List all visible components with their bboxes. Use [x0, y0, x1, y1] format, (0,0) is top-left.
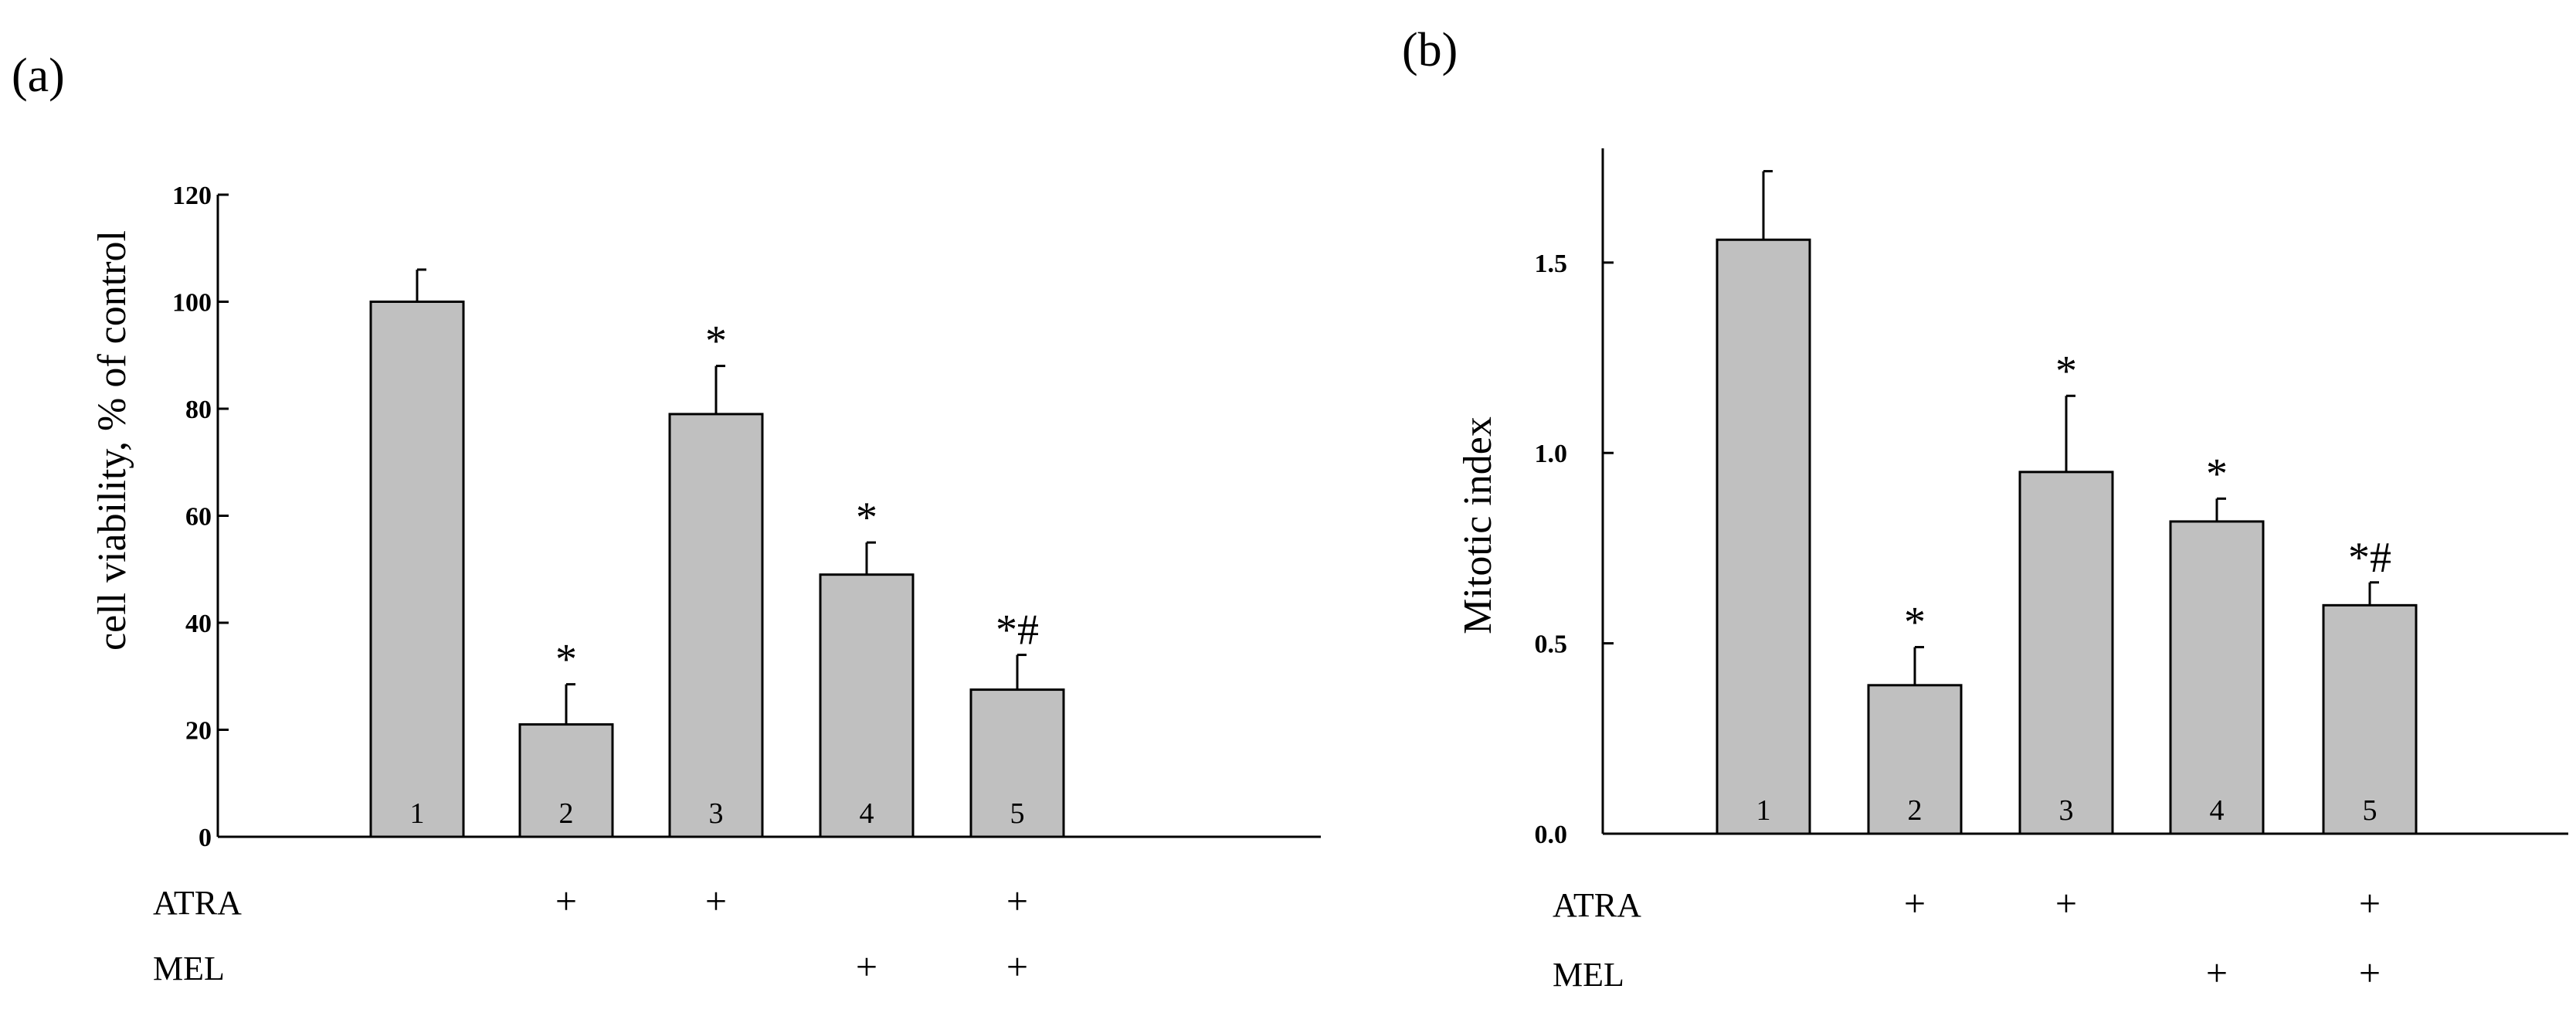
panel-a-bar-label-5: 5 [1010, 797, 1025, 830]
panel-a-y-tick-label: 80 [185, 396, 212, 424]
panel-a-bar-label-4: 4 [860, 797, 874, 830]
panel-a-plot: 0 20 40 60 80 100 120 1 2 * 3 * 4 * 5 *# ATRA + + + MEL + + [153, 182, 1321, 988]
panel-b-significance-5: *# [2348, 534, 2391, 582]
panel-b-label: (b) [1402, 24, 1458, 76]
panel-b: (b) Mitotic index 0.0 0.5 1.0 1.5 1 2 * 3 * 4 * 5 *#… [1402, 24, 2568, 994]
panel-a-bar-3 [668, 413, 764, 838]
panel-b-bar-4 [2169, 520, 2265, 835]
panel-b-bar-label-1: 1 [1756, 794, 1771, 827]
panel-a-significance-5: *# [996, 607, 1039, 654]
panel-a-treatment-mark-atra-5: + [1006, 879, 1028, 923]
panel-b-bar-label-5: 5 [2363, 794, 2377, 827]
panel-b-treatment-mark-atra-5: + [2359, 882, 2381, 925]
panel-b-y-tick-label: 1.0 [1535, 440, 1568, 468]
panel-b-bar-1 [1716, 238, 1811, 835]
panel-a-treatment-mark-atra-2: + [555, 879, 577, 923]
panel-a-y-axis-label: cell viability, % of control [90, 230, 134, 651]
panel-b-treatment-mark-mel-4: + [2206, 951, 2228, 994]
panel-b-bar-2 [1867, 684, 1963, 835]
panel-b-treatment-label-atra: ATRA [1553, 886, 1641, 924]
panel-a-treatment-label-atra: ATRA [153, 884, 242, 922]
panel-b-bar-5 [2322, 603, 2418, 835]
panel-a-treatment-mark-atra-3: + [705, 879, 727, 923]
panel-a: (a) cell viability, % of control 0 20 40 60… [12, 49, 1321, 988]
panel-a-bar-5 [969, 688, 1065, 838]
panel-b-bar-label-2: 2 [1908, 794, 1923, 827]
panel-b-bar-3 [2018, 471, 2114, 835]
panel-b-y-tick-label: 0.0 [1535, 821, 1568, 849]
panel-a-bar-4 [819, 573, 915, 838]
panel-b-plot: 0.0 0.5 1.0 1.5 1 2 * 3 * 4 * 5 *# ATRA + + + MEL + + [1535, 148, 2568, 994]
panel-a-treatment-mark-mel-4: + [856, 945, 877, 988]
panel-a-y-tick-label: 60 [185, 503, 212, 532]
panel-a-significance-3: * [705, 318, 727, 365]
panel-a-bar-1 [369, 301, 465, 838]
panel-a-y-tick-label: 20 [185, 717, 212, 746]
panel-a-treatment-mark-mel-5: + [1006, 945, 1028, 988]
panel-a-treatment-label-mel: MEL [153, 950, 225, 987]
panel-a-y-tick-label: 40 [185, 610, 212, 638]
panel-b-treatment-label-mel: MEL [1553, 956, 1624, 994]
panel-a-bar-label-3: 3 [709, 797, 724, 830]
panel-b-significance-3: * [2055, 347, 2077, 395]
panel-b-treatment-mark-mel-5: + [2359, 951, 2381, 994]
panel-a-bar-2 [518, 723, 614, 838]
panel-b-treatment-mark-atra-2: + [1904, 882, 1926, 925]
panel-a-y-tick-label: 100 [172, 289, 212, 318]
panel-b-y-tick-label: 1.5 [1535, 250, 1568, 278]
panel-b-significance-4: * [2206, 450, 2228, 498]
panel-b-y-axis-label: Mitotic index [1456, 416, 1500, 634]
panel-b-bar-label-4: 4 [2210, 794, 2225, 827]
panel-b-significance-2: * [1904, 599, 1926, 647]
panel-a-label: (a) [12, 49, 65, 102]
panel-b-treatment-mark-atra-3: + [2055, 882, 2077, 925]
panel-a-bar-label-1: 1 [410, 797, 425, 830]
panel-a-significance-2: * [555, 636, 577, 684]
panel-a-significance-4: * [856, 494, 877, 542]
panel-b-bar-label-3: 3 [2059, 794, 2074, 827]
panel-b-y-tick-label: 0.5 [1535, 630, 1568, 659]
panel-a-y-tick-label: 120 [172, 182, 212, 210]
panel-a-bar-label-2: 2 [559, 797, 574, 830]
panel-a-y-tick-label: 0 [199, 824, 212, 852]
